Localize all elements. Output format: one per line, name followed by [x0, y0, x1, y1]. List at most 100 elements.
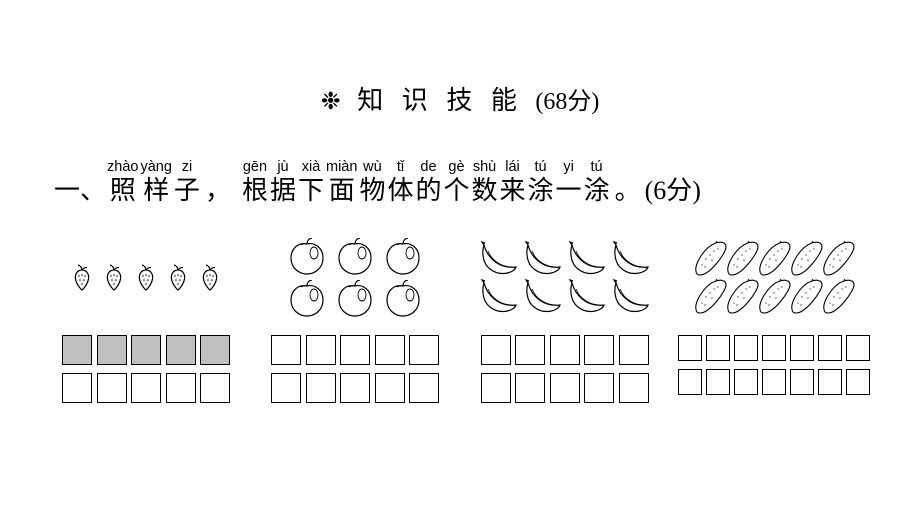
answer-box[interactable]	[271, 335, 301, 365]
section-title-char: 技	[446, 86, 478, 115]
ruby-char: gēn根	[242, 159, 268, 207]
banana-icon	[478, 241, 520, 277]
apple-icon	[335, 280, 375, 318]
answer-box[interactable]	[550, 335, 580, 365]
box-row	[62, 335, 230, 365]
answer-box[interactable]	[340, 373, 370, 403]
banana-icon	[610, 241, 652, 277]
box-row	[62, 373, 230, 403]
answer-boxes	[678, 335, 871, 395]
answer-box[interactable]	[619, 373, 649, 403]
answer-box[interactable]	[131, 335, 161, 365]
strawberry-icon	[132, 264, 160, 292]
hanzi: 体	[387, 175, 413, 207]
ruby-char: xià下	[298, 159, 324, 207]
answer-boxes	[481, 335, 649, 403]
answer-box[interactable]	[131, 373, 161, 403]
group-strawberries	[46, 233, 246, 403]
answer-box[interactable]	[97, 373, 127, 403]
answer-box[interactable]	[818, 369, 843, 395]
answer-box[interactable]	[200, 335, 230, 365]
answer-box[interactable]	[409, 335, 439, 365]
cucumbers-icons	[674, 233, 874, 323]
apple-icon	[287, 280, 327, 318]
apple-icon	[287, 238, 327, 276]
answer-box[interactable]	[734, 335, 759, 361]
answer-box[interactable]	[306, 335, 336, 365]
ruby-char: tǐ体	[387, 159, 413, 207]
hanzi: 一	[556, 175, 582, 207]
hanzi: 涂	[584, 175, 610, 207]
answer-box[interactable]	[790, 335, 815, 361]
answer-box[interactable]	[706, 335, 731, 361]
box-row	[271, 335, 439, 365]
hanzi: 来	[500, 175, 526, 207]
cucumber-icon	[756, 279, 792, 315]
pinyin: gè	[448, 159, 464, 175]
cucumber-icon	[724, 241, 760, 277]
answer-boxes	[62, 335, 230, 403]
pinyin: lái	[505, 159, 520, 175]
strawberry-icon	[68, 264, 96, 292]
ruby-char: jù据	[270, 159, 296, 207]
answer-box[interactable]	[166, 335, 196, 365]
ruby-char: yàng样	[140, 159, 171, 207]
apple-icon	[383, 238, 423, 276]
pinyin: zhào	[107, 159, 138, 175]
box-row	[678, 369, 871, 395]
answer-box[interactable]	[846, 335, 871, 361]
answer-box[interactable]	[584, 335, 614, 365]
pinyin: jù	[277, 159, 288, 175]
pinyin: yi	[563, 159, 573, 175]
answer-box[interactable]	[734, 369, 759, 395]
strawberry-icon	[100, 264, 128, 292]
pinyin: wù	[363, 159, 382, 175]
answer-box[interactable]	[340, 335, 370, 365]
comma: ，	[201, 175, 235, 207]
answer-box[interactable]	[678, 369, 703, 395]
counting-groups	[40, 233, 880, 403]
answer-box[interactable]	[515, 335, 545, 365]
ruby-char: tú涂	[584, 159, 610, 207]
pinyin: miàn	[326, 159, 357, 175]
answer-box[interactable]	[762, 335, 787, 361]
answer-box[interactable]	[375, 335, 405, 365]
answer-box[interactable]	[515, 373, 545, 403]
group-bananas	[465, 233, 665, 403]
banana-icon	[610, 279, 652, 315]
answer-box[interactable]	[706, 369, 731, 395]
answer-box[interactable]	[481, 373, 511, 403]
strawberry-icon	[196, 264, 224, 292]
pinyin: tú	[534, 159, 546, 175]
answer-box[interactable]	[584, 373, 614, 403]
cucumber-icon	[820, 241, 856, 277]
pinyin: tú	[591, 159, 603, 175]
answer-box[interactable]	[62, 373, 92, 403]
answer-box[interactable]	[166, 373, 196, 403]
answer-box[interactable]	[619, 335, 649, 365]
answer-box[interactable]	[271, 373, 301, 403]
answer-box[interactable]	[306, 373, 336, 403]
question-number: 一、	[54, 170, 106, 207]
answer-box[interactable]	[678, 335, 703, 361]
answer-box[interactable]	[762, 369, 787, 395]
answer-box[interactable]	[790, 369, 815, 395]
pinyin: shù	[473, 159, 496, 175]
answer-box[interactable]	[97, 335, 127, 365]
hanzi: 数	[472, 175, 498, 207]
answer-box[interactable]	[200, 373, 230, 403]
section-header: ❉ 知 识 技 能 (68分)	[40, 80, 880, 117]
cucumber-icon	[692, 279, 728, 315]
answer-box[interactable]	[818, 335, 843, 361]
cucumber-icon	[788, 279, 824, 315]
answer-box[interactable]	[375, 373, 405, 403]
ruby-char: tú涂	[528, 159, 554, 207]
answer-box[interactable]	[481, 335, 511, 365]
pinyin: xià	[302, 159, 321, 175]
answer-box[interactable]	[62, 335, 92, 365]
answer-box[interactable]	[846, 369, 871, 395]
answer-box[interactable]	[550, 373, 580, 403]
answer-box[interactable]	[409, 373, 439, 403]
strawberry-icon	[164, 264, 192, 292]
strawberries-icons	[46, 233, 246, 323]
